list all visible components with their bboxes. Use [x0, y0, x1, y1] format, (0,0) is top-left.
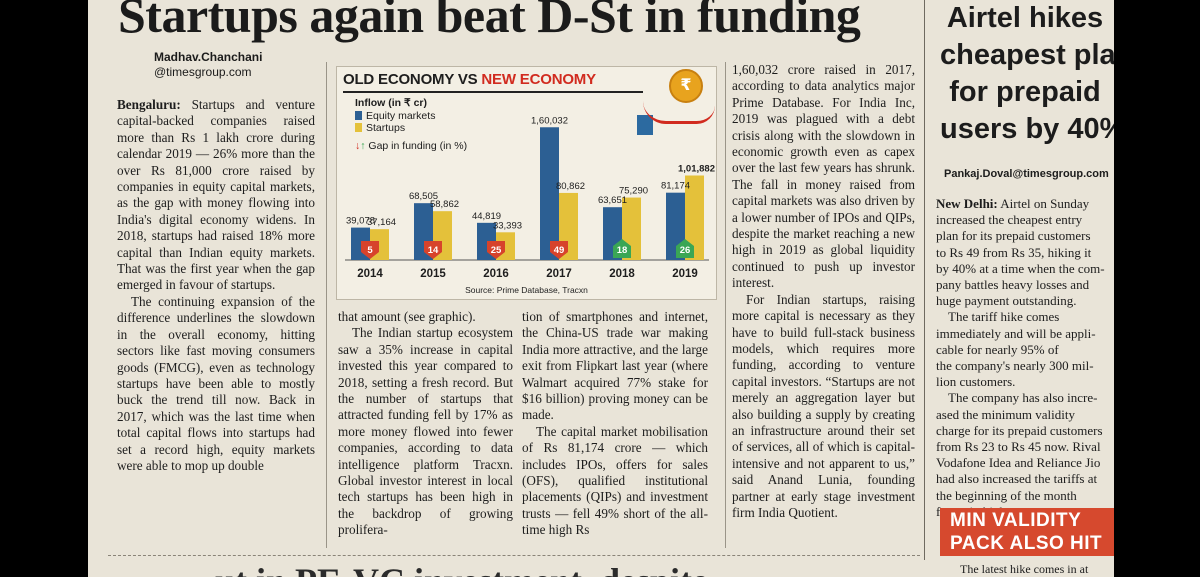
- startups-value-label: 37,164: [367, 217, 396, 228]
- article-column-2: that amount (see graphic). The Indian st…: [338, 309, 513, 549]
- gap-arrow-up-icon: [676, 239, 694, 258]
- byline-handle: @timesgroup.com: [154, 65, 252, 79]
- col3-paragraph-1: tion of smartphones and internet, the Ch…: [522, 309, 708, 423]
- airtel-story-line: cable for nearly 95% of: [936, 341, 1059, 357]
- airtel-story-line: increased the cheapest entry: [936, 212, 1083, 228]
- newspaper-page: Startups again beat D-St in funding Madh…: [88, 0, 1114, 577]
- gap-value-label: 5: [367, 245, 373, 256]
- infographic: OLD ECONOMY VS NEW ECONOMY ₹ Inflow (in …: [336, 66, 717, 300]
- year-tick-label: 2016: [483, 268, 509, 280]
- legend-gap: ↓↑ Gap in funding (in %): [355, 139, 468, 152]
- startups-bar: [685, 175, 704, 260]
- startups-value-label: 80,862: [556, 181, 585, 192]
- title-old-economy: OLD ECONOMY VS: [343, 71, 482, 88]
- hand-icon: [643, 101, 715, 124]
- airtel-story-line: The company has also incre-: [948, 390, 1098, 406]
- startups-value-label: 33,393: [493, 220, 522, 231]
- airtel-dateline: New Delhi:: [936, 196, 998, 211]
- airtel-story-line: pany battles heavy losses and: [936, 277, 1090, 293]
- startups-value-label: 75,290: [619, 186, 648, 197]
- airtel-story-line: the beginning of the month: [936, 487, 1077, 503]
- airtel-story-line: by 40% at a time when the com-: [936, 260, 1105, 276]
- article-column-3: tion of smartphones and internet, the Ch…: [522, 309, 708, 549]
- article-column-4: 1,60,032 crore raised in 2017, according…: [732, 62, 915, 549]
- title-underline: [343, 91, 643, 93]
- airtel-story-line: lion customers.: [936, 374, 1016, 390]
- equity-value-label: 44,819: [472, 211, 501, 222]
- airtel-headline: Airtel hikes cheapest plan for prepaid u…: [940, 2, 1114, 145]
- col1-paragraph-2: The continuing expansion of the differen…: [117, 293, 315, 473]
- article-column-1: Bengaluru: Startups and venture capital-…: [117, 97, 315, 549]
- rupee-coin-icon: ₹: [669, 69, 703, 103]
- gap-value-label: 25: [491, 245, 502, 256]
- col2-paragraph-1: that amount (see graphic).: [338, 309, 476, 324]
- gap-value-label: 49: [554, 245, 565, 256]
- equity-swatch: [355, 110, 362, 120]
- airtel-story-line: New Delhi: Airtel on Sunday: [936, 196, 1090, 211]
- equity-bar: [540, 127, 559, 260]
- airtel-foot-text: The latest hike comes in at: [960, 562, 1089, 576]
- gap-arrow-down-icon: [487, 241, 505, 259]
- story-divider: [924, 0, 925, 560]
- equity-value-label: 39,078: [346, 216, 375, 227]
- airtel-story-line: from Rs 23 to Rs 45 now. Rival: [936, 439, 1101, 455]
- year-tick-label: 2018: [609, 268, 635, 280]
- chart-legend: Inflow (in ₹ cr) Equity markets Startups…: [355, 97, 467, 152]
- graphic-title: OLD ECONOMY VS NEW ECONOMY: [343, 71, 596, 88]
- legend-equity: Equity markets: [355, 110, 467, 123]
- col4-paragraph-2: For Indian startups, raising more capita…: [732, 291, 915, 520]
- main-headline: Startups again beat D-St in funding: [118, 0, 861, 43]
- gap-value-label: 18: [617, 245, 628, 256]
- equity-value-label: 81,174: [661, 181, 690, 192]
- equity-value-label: 1,60,032: [531, 115, 568, 126]
- title-new-economy: NEW ECONOMY: [481, 71, 596, 88]
- startups-value-label: 58,862: [430, 199, 459, 210]
- hand-cuff-icon: [637, 115, 653, 135]
- airtel-story-column: New Delhi: Airtel on Sunday increased the…: [936, 196, 1114, 520]
- col2-paragraph-2: The Indian startup ecosystem saw a 35% i…: [338, 325, 513, 538]
- airtel-story-line: huge payment outstanding.: [936, 293, 1077, 309]
- year-tick-label: 2015: [420, 268, 446, 280]
- gap-value-label: 26: [680, 245, 691, 256]
- byline: Madhav.Chanchani @timesgroup.com: [154, 50, 262, 80]
- column-divider: [725, 62, 726, 548]
- gap-arrow-down-icon: [550, 241, 568, 259]
- dateline: Bengaluru:: [117, 97, 181, 112]
- next-story-headline: ...ut in PE-VC investment, despite: [188, 560, 708, 577]
- airtel-story-line: to Rs 49 from Rs 35, hiking it: [936, 244, 1092, 260]
- min-validity-box: MIN VALIDITY PACK ALSO HIT: [940, 508, 1114, 556]
- airtel-story-line: the company's nearly 300 mil-: [936, 358, 1094, 374]
- gap-arrow-down-icon: [424, 241, 442, 259]
- gap-arrow-down-icon: [361, 241, 379, 259]
- chart-source: Source: Prime Database, Tracxn: [465, 285, 588, 295]
- col1-paragraph-1: Startups and venture capital-backed comp…: [117, 97, 315, 293]
- legend-title: Inflow (in ₹ cr): [355, 97, 428, 109]
- airtel-story-line: Vodafone Idea and Reliance Jio: [936, 455, 1101, 471]
- airtel-story-line: ased the minimum validity: [936, 406, 1076, 422]
- gap-value-label: 14: [428, 245, 439, 256]
- startups-value-label: 1,01,882: [678, 163, 715, 174]
- byline-name: Madhav.Chanchani: [154, 50, 263, 64]
- airtel-byline: Pankaj.Doval@timesgroup.com: [944, 168, 1109, 180]
- equity-value-label: 68,505: [409, 191, 438, 202]
- airtel-story-line: had also increased the tariffs at: [936, 471, 1098, 487]
- airtel-story-line: immediately and will be appli-: [936, 325, 1096, 341]
- year-tick-label: 2017: [546, 268, 572, 280]
- section-divider: [108, 555, 920, 557]
- col4-paragraph-1: 1,60,032 crore raised in 2017, according…: [732, 62, 915, 291]
- col3-paragraph-2: The capital market mobilisation of Rs 81…: [522, 423, 708, 538]
- equity-value-label: 63,651: [598, 195, 627, 206]
- airtel-story-line: plan for its prepaid customers: [936, 228, 1091, 244]
- arrow-down-icon: ↓: [355, 139, 361, 152]
- airtel-story-line: The tariff hike comes: [948, 309, 1060, 325]
- airtel-story-line: charge for its prepaid customers: [936, 422, 1103, 438]
- gap-arrow-up-icon: [613, 239, 631, 258]
- column-divider: [326, 62, 327, 548]
- arrow-up-icon: ↑: [360, 139, 366, 152]
- legend-startups: Startups: [355, 122, 467, 135]
- year-tick-label: 2019: [672, 268, 698, 280]
- year-tick-label: 2014: [357, 268, 383, 280]
- startups-swatch: [355, 123, 362, 132]
